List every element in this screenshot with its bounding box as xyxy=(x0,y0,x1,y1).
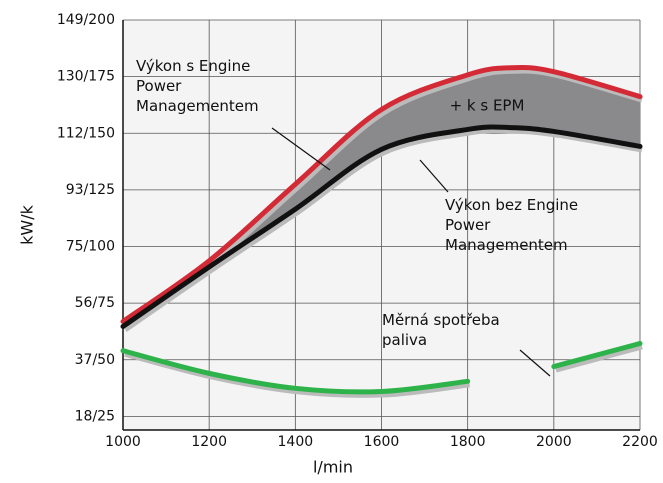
y-tick-label: 56/75 xyxy=(75,295,115,311)
annotation-line: Managementem xyxy=(445,236,568,254)
series-line xyxy=(120,348,471,395)
line-shadow xyxy=(555,343,643,373)
y-tick-label: 93/125 xyxy=(66,182,115,198)
x-tick-label: 1000 xyxy=(105,434,141,450)
y-axis-label: kW/k xyxy=(18,204,37,244)
annotation-line: Managementem xyxy=(136,97,259,115)
series-line xyxy=(551,340,643,370)
series-line xyxy=(120,124,643,329)
leader-line xyxy=(419,159,449,193)
annotation-line: Power xyxy=(136,77,182,95)
y-tick-label: 75/100 xyxy=(66,239,115,255)
series-annotation: Výkon s Engine Power Managementem xyxy=(136,57,259,115)
x-tick-label: 1600 xyxy=(364,434,400,450)
y-tick-label: 130/175 xyxy=(57,69,115,85)
annotation-line: Výkon s Engine xyxy=(136,57,250,75)
y-tick-label: 112/150 xyxy=(57,125,115,141)
x-tick-label: 1200 xyxy=(191,434,227,450)
annotation-line: Výkon bez Engine xyxy=(445,196,578,214)
leader-line xyxy=(271,127,331,171)
series-annotation: Měrná spotřeba paliva xyxy=(382,311,500,349)
epm-gain-area xyxy=(123,67,640,327)
x-tick-label: 2000 xyxy=(536,434,572,450)
x-tick-label: 1800 xyxy=(450,434,486,450)
x-tick-label: 2200 xyxy=(622,434,658,450)
annotation-line: paliva xyxy=(382,331,427,349)
x-axis-label: l/min xyxy=(313,458,353,477)
y-tick-label: 149/200 xyxy=(57,12,115,28)
series-line xyxy=(120,65,643,324)
x-tick-label: 1400 xyxy=(278,434,314,450)
y-tick-label: 37/50 xyxy=(75,352,115,368)
series-annotation: Výkon bez Engine Power Managementem xyxy=(445,196,578,254)
y-tick-label: 18/25 xyxy=(75,408,115,424)
leader-line xyxy=(519,349,551,377)
line-shadow xyxy=(123,127,643,332)
annotation-line: Měrná spotřeba xyxy=(382,311,500,329)
annotation-line: Power xyxy=(445,216,491,234)
area-label: + k s EPM xyxy=(450,97,525,115)
